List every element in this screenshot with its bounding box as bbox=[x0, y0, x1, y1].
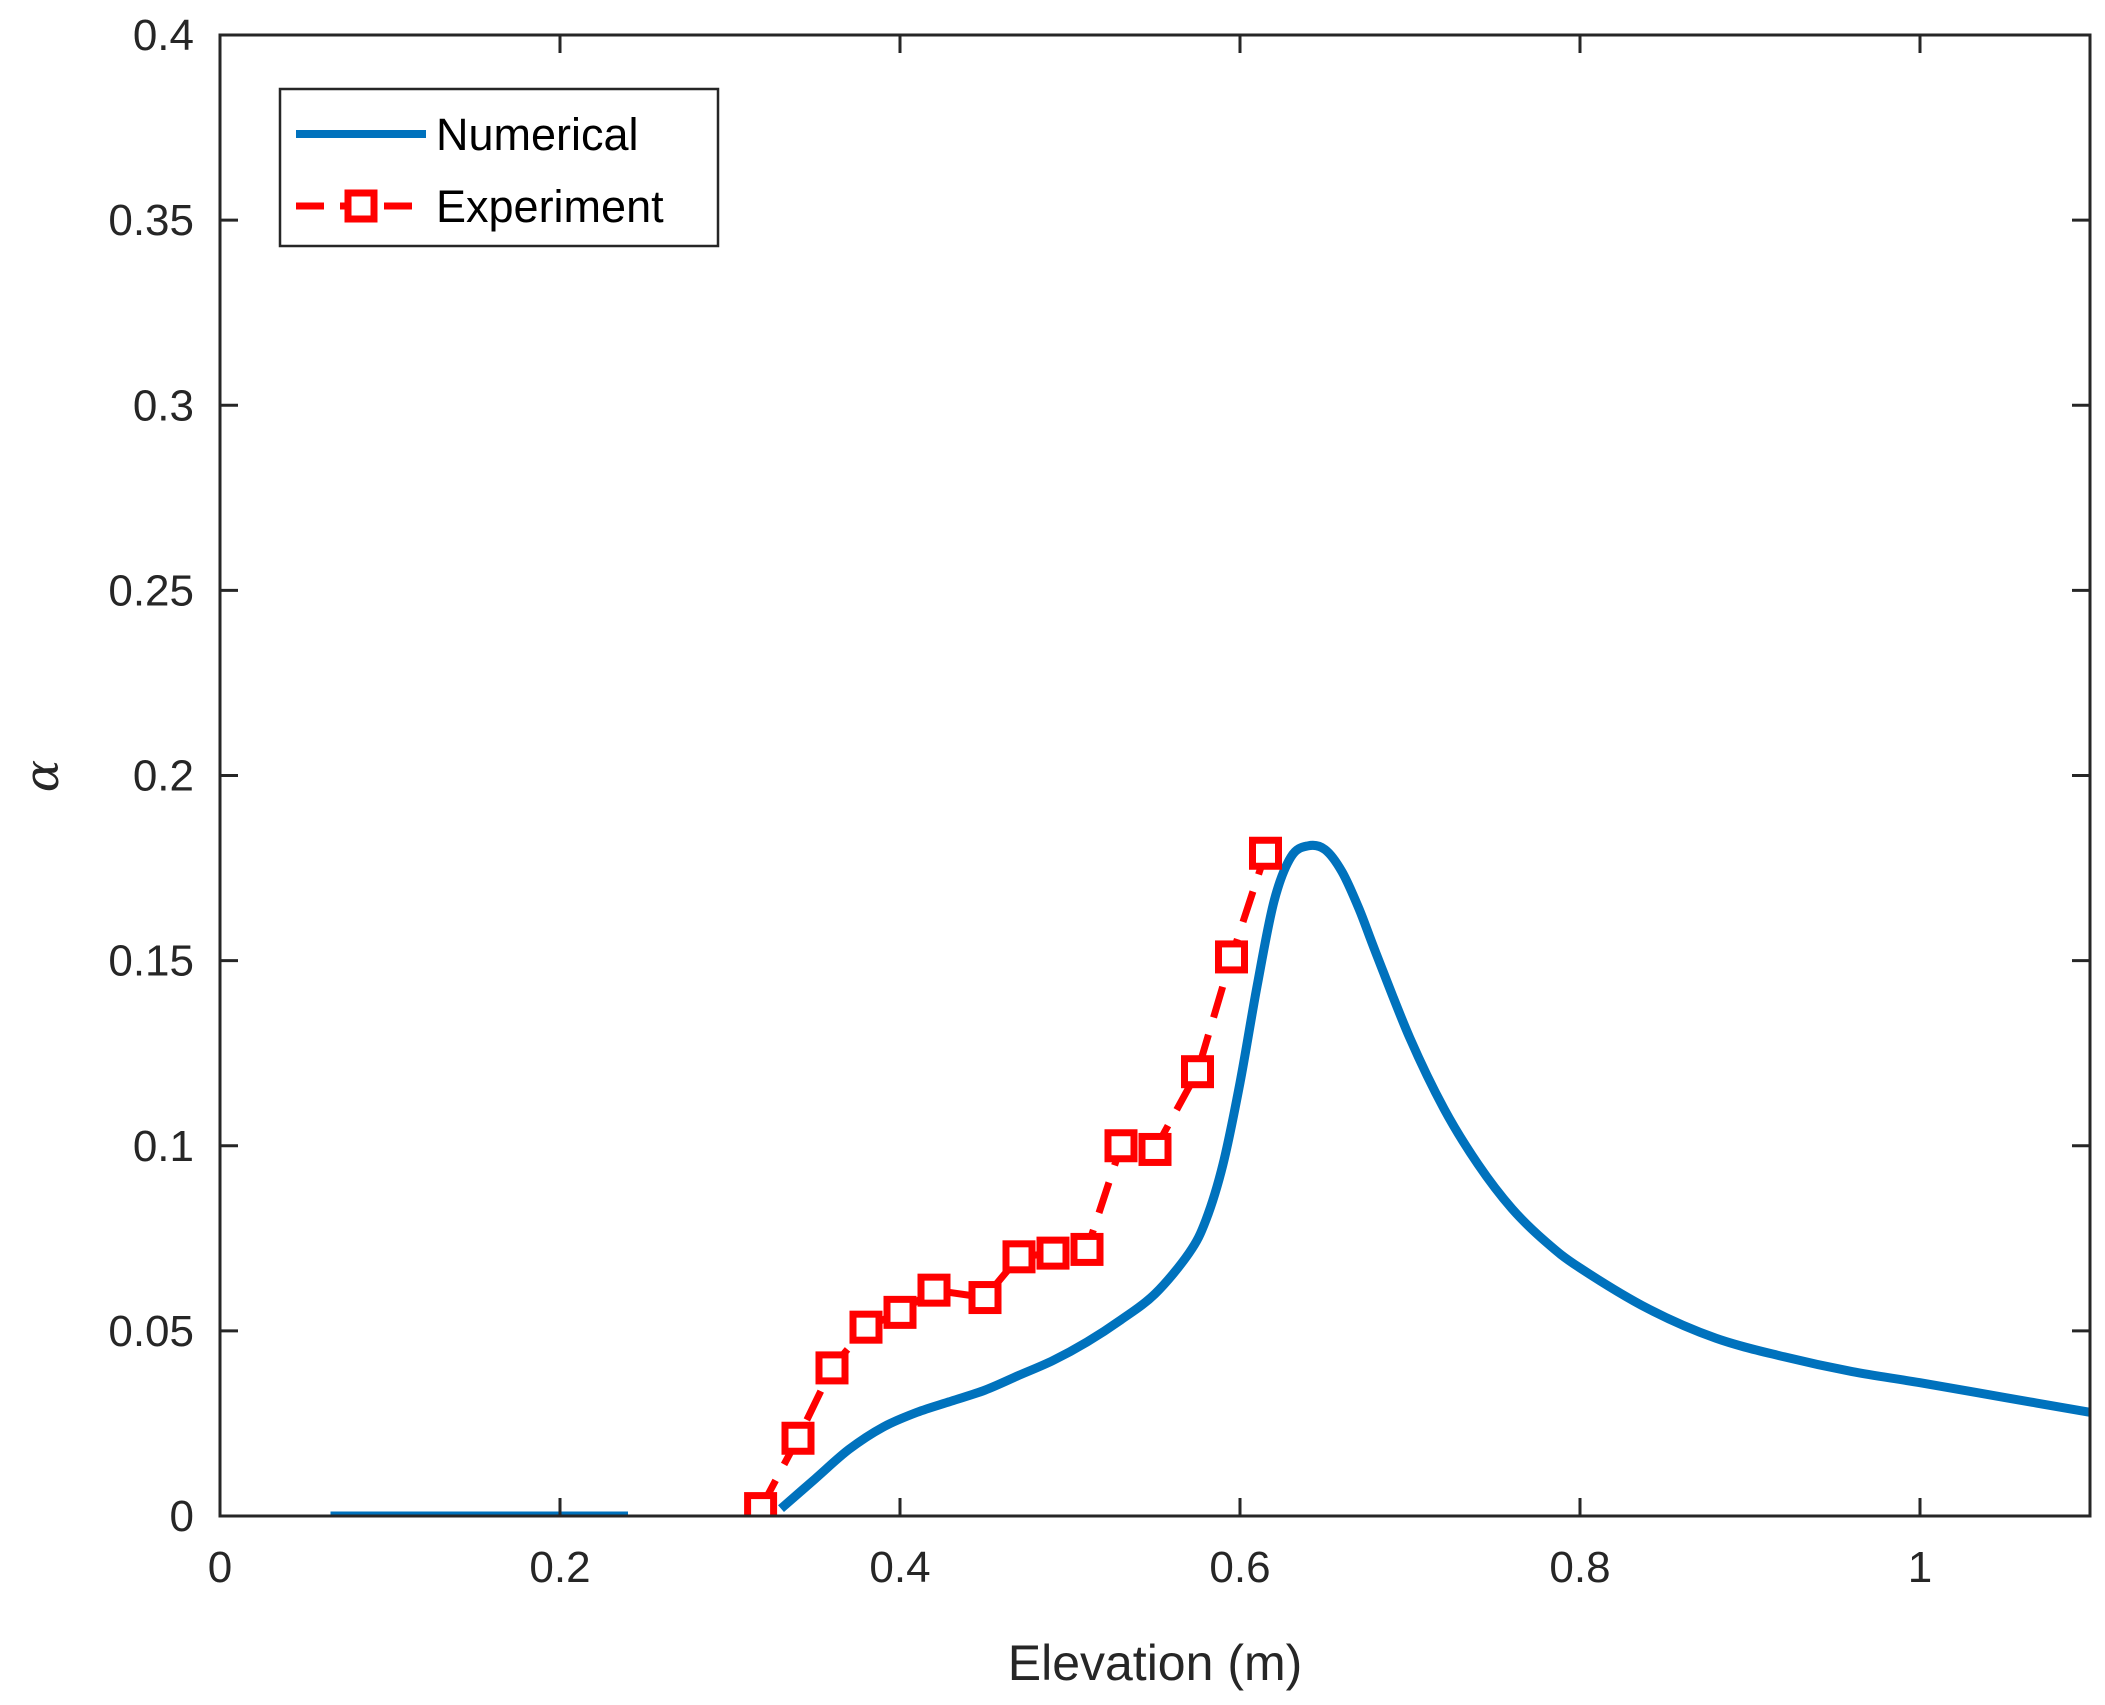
legend: Numerical Experiment bbox=[278, 87, 720, 248]
experiment-series-line bbox=[757, 852, 1269, 1511]
experiment-marker bbox=[1104, 1129, 1138, 1163]
legend-numerical-label: Numerical bbox=[436, 109, 639, 160]
x-tick-label: 0.4 bbox=[869, 1543, 930, 1592]
y-tick-label: 0.2 bbox=[133, 752, 194, 801]
x-tick-label: 1 bbox=[1908, 1543, 1932, 1592]
x-axis-title: Elevation (m) bbox=[1008, 1635, 1303, 1691]
numerical-series-line bbox=[778, 840, 2090, 1512]
experiment-marker bbox=[1249, 836, 1282, 870]
experiment-marker bbox=[781, 1421, 815, 1455]
experiment-marker bbox=[917, 1273, 951, 1307]
y-tick-label: 0 bbox=[170, 1492, 194, 1541]
x-tick-label: 0.8 bbox=[1549, 1543, 1610, 1592]
experiment-marker bbox=[1002, 1240, 1036, 1274]
legend-experiment-label: Experiment bbox=[436, 181, 664, 232]
y-tick-label: 0.4 bbox=[133, 11, 194, 60]
y-tick-label: 0.35 bbox=[108, 196, 194, 245]
y-axis-title: α bbox=[14, 760, 70, 792]
experiment-marker bbox=[968, 1281, 1002, 1315]
legend-experiment-marker bbox=[344, 189, 378, 223]
y-tick-label: 0.05 bbox=[108, 1307, 194, 1356]
experiment-marker bbox=[1181, 1055, 1214, 1089]
experiment-marker bbox=[1070, 1232, 1104, 1266]
ticks-layer: 0 0.2 0.4 0.6 0.8 1 0 0.05 0.1 0.15 0.2 0.25 0.3 0.35… bbox=[108, 11, 2090, 1592]
x-tick-label: 0.2 bbox=[529, 1543, 590, 1592]
experiment-marker bbox=[883, 1295, 917, 1329]
experiment-marker bbox=[849, 1310, 883, 1344]
experiment-marker bbox=[1215, 940, 1248, 974]
x-tick-label: 0 bbox=[208, 1543, 232, 1592]
y-tick-label: 0.15 bbox=[108, 937, 194, 986]
experiment-marker bbox=[744, 1492, 778, 1516]
y-tick-label: 0.3 bbox=[133, 381, 194, 430]
y-tick-label: 0.25 bbox=[108, 566, 194, 615]
series-layer bbox=[330, 836, 2090, 1516]
experiment-marker bbox=[1036, 1236, 1070, 1270]
experiment-marker bbox=[815, 1351, 849, 1385]
x-tick-label: 0.6 bbox=[1209, 1543, 1270, 1592]
y-tick-label: 0.1 bbox=[133, 1122, 194, 1171]
experiment-marker bbox=[1138, 1132, 1172, 1166]
